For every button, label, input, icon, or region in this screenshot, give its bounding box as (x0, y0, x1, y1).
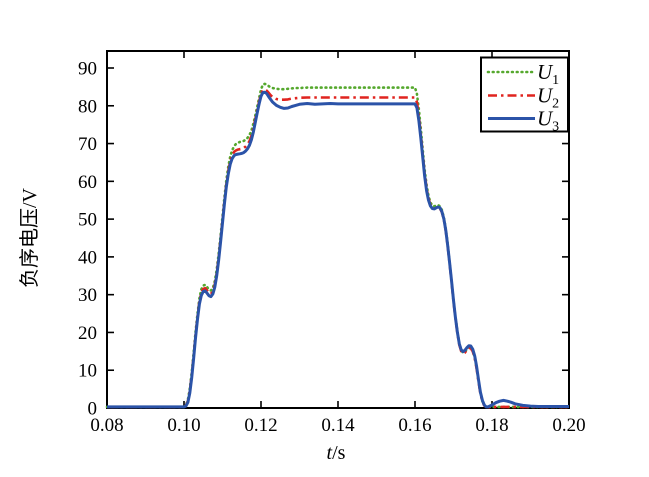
y-tick-label: 80 (78, 96, 97, 117)
y-tick-label: 20 (78, 323, 97, 344)
y-tick-label: 50 (78, 210, 97, 231)
y-tick-label: 10 (78, 361, 97, 382)
x-tick-label: 0.14 (321, 415, 355, 436)
x-tick-label: 0.10 (167, 415, 200, 436)
x-tick-label: 0.12 (244, 415, 277, 436)
y-tick-label: 30 (78, 285, 97, 306)
x-tick-label: 0.16 (398, 415, 431, 436)
legend-label-sub-U1: 1 (552, 73, 559, 88)
y-tick-label: 40 (78, 247, 97, 268)
y-tick-label: 60 (78, 172, 97, 193)
x-axis-label: t/s (327, 442, 346, 464)
y-tick-label: 70 (78, 134, 97, 155)
series-line-U3 (107, 90, 569, 409)
x-tick-label: 0.08 (90, 415, 123, 436)
x-tick-label: 0.18 (475, 415, 508, 436)
x-tick-label: 0.20 (552, 415, 585, 436)
x-axis-label-unit: /s (332, 442, 346, 464)
y-axis-label: 负序电压/V (18, 187, 41, 288)
legend-label-sub-U2: 2 (552, 97, 559, 112)
series-line-U2 (107, 88, 569, 409)
x-axis-label-symbol: t (327, 442, 333, 464)
y-tick-label: 0 (88, 399, 98, 420)
legend-label-sub-U3: 3 (552, 120, 559, 135)
y-tick-label: 90 (78, 59, 97, 80)
